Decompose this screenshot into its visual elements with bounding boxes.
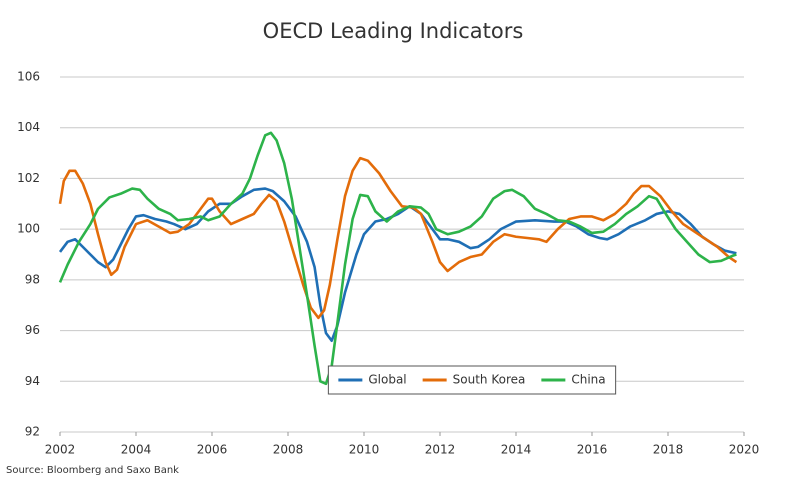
legend-label: South Korea xyxy=(453,373,526,387)
x-tick-label: 2020 xyxy=(729,443,760,457)
x-tick-label: 2002 xyxy=(45,443,76,457)
y-tick-label: 102 xyxy=(17,171,40,185)
chart-title: OECD Leading Indicators xyxy=(263,19,524,43)
y-tick-label: 104 xyxy=(17,120,40,134)
legend-label: China xyxy=(571,373,605,387)
x-tick-label: 2016 xyxy=(577,443,608,457)
x-tick-label: 2018 xyxy=(653,443,684,457)
y-tick-label: 98 xyxy=(25,272,40,286)
series-line xyxy=(58,156,738,320)
source-note: Source: Bloomberg and Saxo Bank xyxy=(6,465,179,476)
x-tick-label: 2014 xyxy=(501,443,532,457)
y-tick-label: 94 xyxy=(25,374,40,388)
y-tick-label: 106 xyxy=(17,70,40,84)
x-tick-label: 2006 xyxy=(197,443,228,457)
x-tick-label: 2010 xyxy=(349,443,380,457)
legend-box xyxy=(327,365,617,395)
x-tick-label: 2004 xyxy=(121,443,152,457)
y-tick-label: 100 xyxy=(17,222,40,236)
y-tick-label: 96 xyxy=(25,323,40,337)
series-line xyxy=(58,131,737,386)
legend-label: Global xyxy=(368,373,406,387)
x-tick-label: 2012 xyxy=(425,443,456,457)
y-tick-label: 92 xyxy=(25,425,40,439)
x-tick-label: 2008 xyxy=(273,443,304,457)
legend: Global South Korea China xyxy=(327,365,617,395)
series-line xyxy=(58,187,737,343)
